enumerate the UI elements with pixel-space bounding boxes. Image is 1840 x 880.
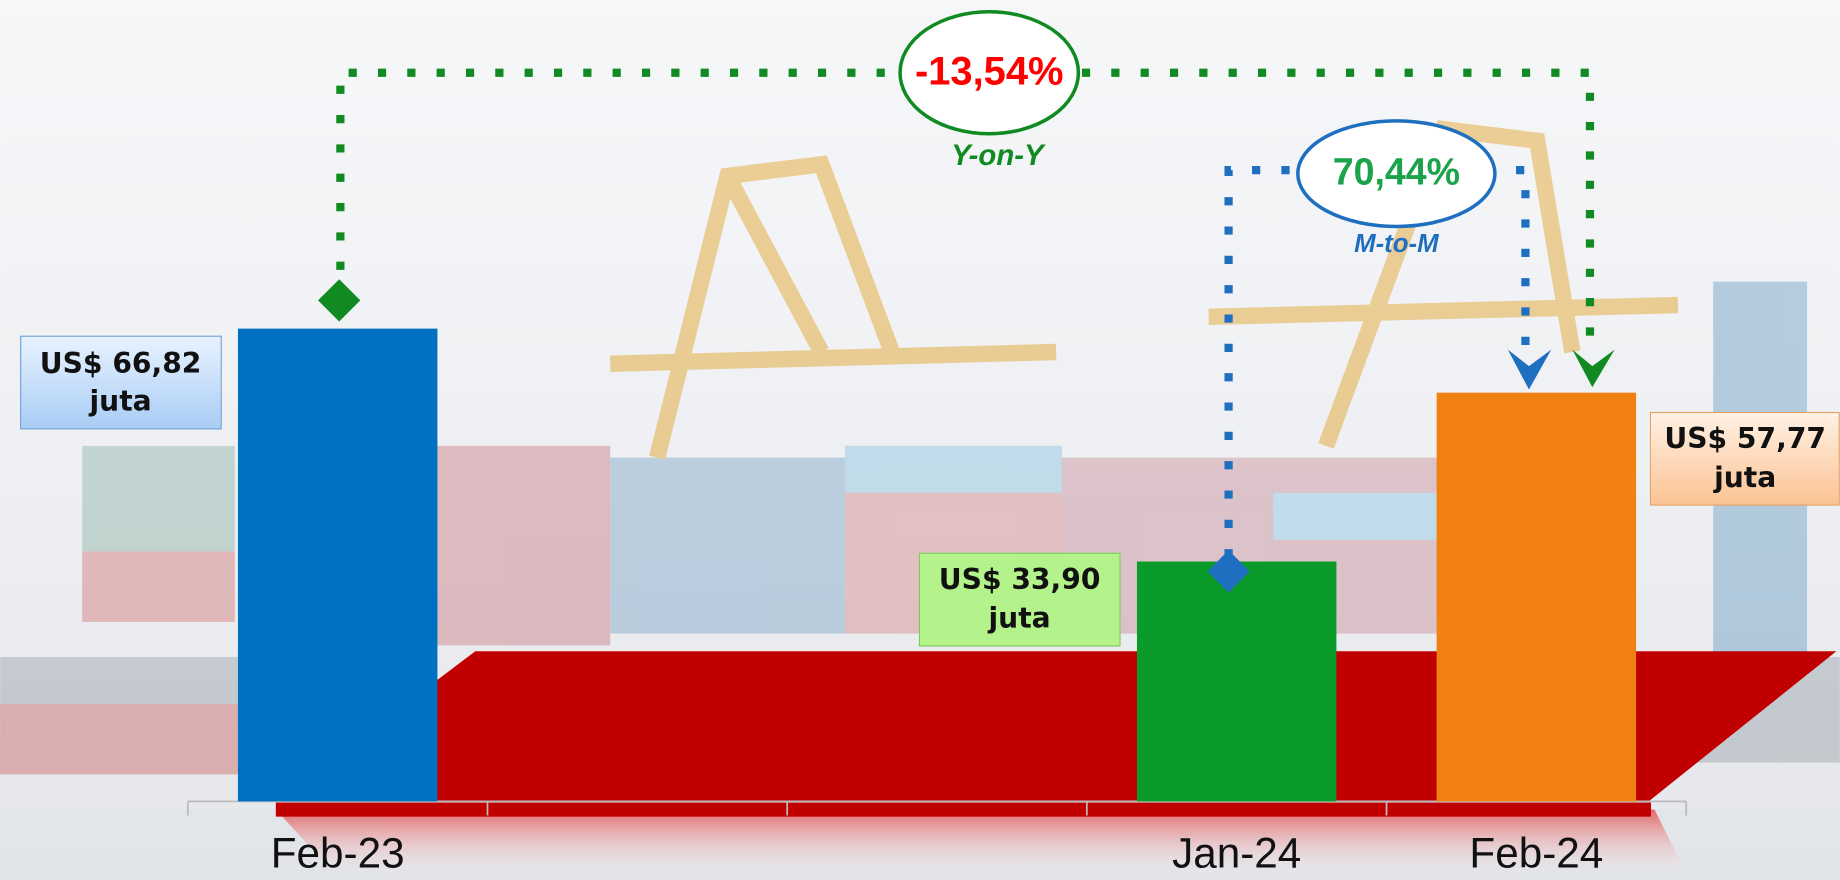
x-axis bbox=[186, 800, 1688, 816]
yoy-ellipse bbox=[898, 9, 1081, 136]
bars bbox=[237, 328, 1637, 802]
yoy-connector: -13,54% Y-on-Y bbox=[336, 9, 1615, 388]
mtm-change: 70,44% bbox=[1333, 151, 1460, 193]
value-label-box: US$ 33,90 juta bbox=[918, 552, 1121, 647]
value-label-box: US$ 57,77 juta bbox=[1650, 411, 1840, 506]
x-tick-label: Feb-23 bbox=[271, 830, 405, 877]
value-label: US$ 66,82 juta bbox=[19, 335, 222, 430]
mtm-diamond bbox=[1207, 550, 1250, 593]
mtm-connector: 70,44% M-to-M bbox=[1224, 119, 1552, 558]
bar bbox=[1436, 392, 1637, 802]
bar bbox=[237, 328, 438, 802]
yoy-change: -13,54% bbox=[915, 49, 1064, 93]
x-tick-label: Feb-24 bbox=[1469, 830, 1603, 877]
value-label: US$ 57,77 juta bbox=[1650, 411, 1840, 506]
mtm-ellipse bbox=[1296, 119, 1497, 229]
yoy-label: Y-on-Y bbox=[951, 139, 1046, 172]
yoy-arrow bbox=[1572, 349, 1615, 388]
value-label-box: US$ 66,82 juta bbox=[19, 335, 222, 430]
mtm-arrow bbox=[1507, 349, 1552, 390]
x-tick-label: Jan-24 bbox=[1172, 830, 1301, 877]
value-label: US$ 33,90 juta bbox=[918, 552, 1121, 647]
mtm-label: M-to-M bbox=[1354, 230, 1439, 258]
bar bbox=[1136, 561, 1337, 802]
